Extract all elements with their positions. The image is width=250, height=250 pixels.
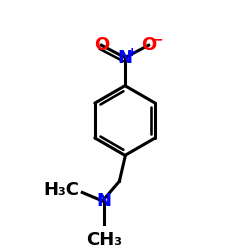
- Text: H₃C: H₃C: [43, 180, 79, 198]
- Text: +: +: [126, 46, 137, 59]
- Text: N: N: [96, 192, 111, 210]
- Text: −: −: [152, 32, 164, 46]
- Text: O: O: [94, 36, 109, 54]
- Text: O: O: [141, 36, 156, 54]
- Text: CH₃: CH₃: [86, 231, 122, 249]
- Text: N: N: [118, 48, 132, 66]
